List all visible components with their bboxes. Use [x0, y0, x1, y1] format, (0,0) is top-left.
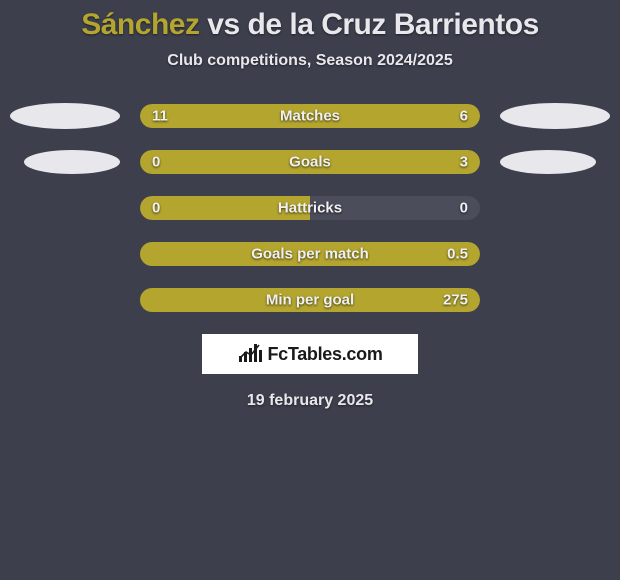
- comparison-card: Sánchez vs de la Cruz Barrientos Club co…: [0, 0, 620, 410]
- stat-bar: 0.5 Goals per match: [140, 242, 480, 266]
- player-badge-left: [10, 103, 120, 129]
- stat-value-right: 0.5: [447, 246, 468, 263]
- stat-row: 11 6 Matches: [0, 104, 620, 128]
- title-vs: vs: [207, 8, 239, 41]
- stat-value-left: 0: [152, 200, 160, 217]
- logo-text: FcTables.com: [267, 344, 382, 365]
- stat-label: Hattricks: [278, 200, 342, 217]
- stat-row: 0.5 Goals per match: [0, 242, 620, 266]
- logo-box: FcTables.com: [202, 334, 418, 374]
- title-player-left: Sánchez: [81, 8, 199, 41]
- subtitle: Club competitions, Season 2024/2025: [0, 52, 620, 70]
- stat-value-right: 6: [460, 108, 468, 125]
- stat-value-left: 11: [152, 108, 168, 125]
- title: Sánchez vs de la Cruz Barrientos: [0, 8, 620, 42]
- player-badge-right: [500, 103, 610, 129]
- stat-label: Matches: [280, 108, 340, 125]
- stat-row: 275 Min per goal: [0, 288, 620, 312]
- player-badge-left: [24, 150, 120, 174]
- bar-fill-right: [201, 150, 480, 174]
- title-player-right: de la Cruz Barrientos: [248, 8, 539, 41]
- stat-bar: 0 3 Goals: [140, 150, 480, 174]
- stat-value-right: 0: [460, 200, 468, 217]
- bar-fill-left: [140, 150, 201, 174]
- stat-label: Min per goal: [266, 292, 354, 309]
- stat-value-right: 3: [460, 154, 468, 171]
- stat-bar: 275 Min per goal: [140, 288, 480, 312]
- bar-chart-icon: [237, 342, 263, 367]
- stat-value-left: 0: [152, 154, 160, 171]
- stat-row: 0 3 Goals: [0, 150, 620, 174]
- stat-row: 0 0 Hattricks: [0, 196, 620, 220]
- stat-label: Goals: [289, 154, 331, 171]
- stat-bar: 0 0 Hattricks: [140, 196, 480, 220]
- player-badge-right: [500, 150, 596, 174]
- stat-rows: 11 6 Matches 0 3 Goals 0 0 Hattricks 0.5 Goals per…: [0, 104, 620, 312]
- stat-bar: 11 6 Matches: [140, 104, 480, 128]
- stat-label: Goals per match: [251, 246, 369, 263]
- stat-value-right: 275: [443, 292, 468, 309]
- date-label: 19 february 2025: [0, 392, 620, 410]
